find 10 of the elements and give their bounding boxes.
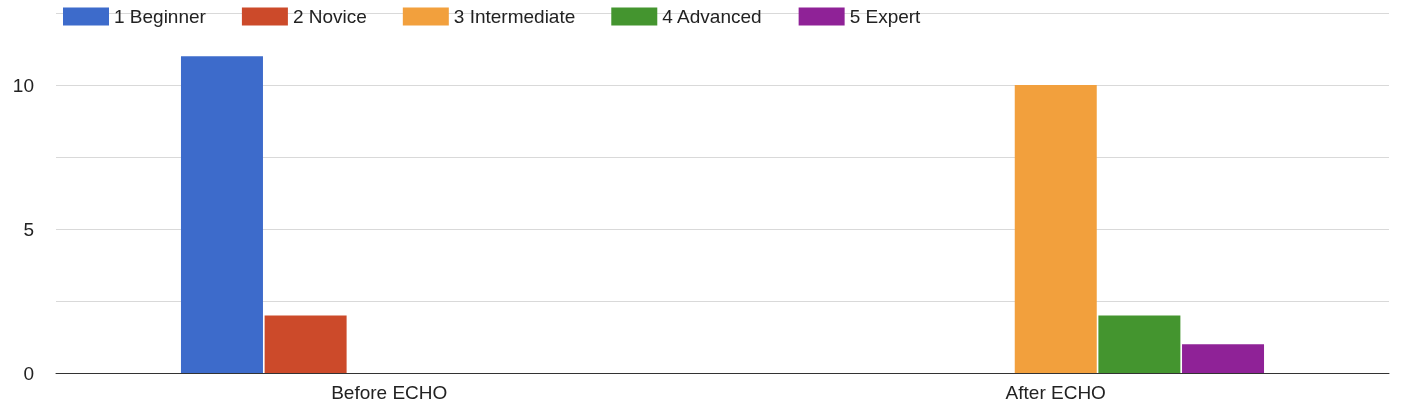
legend-label: 3 Intermediate <box>453 6 576 27</box>
legend-label: 5 Expert <box>849 6 922 27</box>
x-tick-label: After ECHO <box>1005 382 1106 403</box>
legend-label: 4 Advanced <box>662 6 762 27</box>
legend-label: 2 Novice <box>292 6 367 27</box>
y-tick-label: 5 <box>23 218 34 240</box>
y-tick-label: 10 <box>12 74 34 96</box>
legend-label: 1 Beginner <box>114 6 207 27</box>
y-tick-label: 0 <box>23 362 34 384</box>
x-tick-label: Before ECHO <box>331 382 448 403</box>
